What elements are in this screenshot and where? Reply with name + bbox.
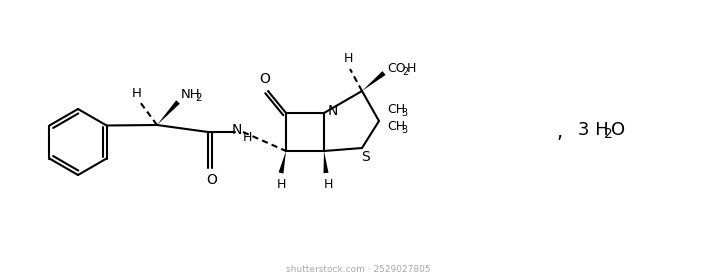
Text: shutterstock.com · 2529027805: shutterstock.com · 2529027805 <box>286 265 430 274</box>
Text: ,: , <box>557 123 563 141</box>
Text: N: N <box>328 104 339 118</box>
Polygon shape <box>362 71 386 91</box>
Text: H: H <box>407 62 417 74</box>
Text: O: O <box>260 72 271 86</box>
Text: 2: 2 <box>402 67 408 77</box>
Text: NH: NH <box>181 88 200 101</box>
Polygon shape <box>279 151 286 174</box>
Text: N: N <box>232 123 242 137</box>
Text: 2: 2 <box>195 93 202 103</box>
Text: H: H <box>276 178 286 190</box>
Text: H: H <box>242 130 252 144</box>
Text: CH: CH <box>387 102 405 116</box>
Text: H: H <box>343 52 353 64</box>
Polygon shape <box>324 151 329 173</box>
Text: H: H <box>324 178 333 190</box>
Text: 3: 3 <box>401 108 407 118</box>
Text: 3 H: 3 H <box>578 121 609 139</box>
Text: H: H <box>132 87 142 99</box>
Text: O: O <box>206 173 218 187</box>
Text: S: S <box>361 150 369 164</box>
Polygon shape <box>157 100 180 125</box>
Text: CO: CO <box>387 62 406 74</box>
Text: 2: 2 <box>604 127 613 141</box>
Text: O: O <box>611 121 625 139</box>
Text: CH: CH <box>387 120 405 132</box>
Text: 3: 3 <box>401 125 407 135</box>
